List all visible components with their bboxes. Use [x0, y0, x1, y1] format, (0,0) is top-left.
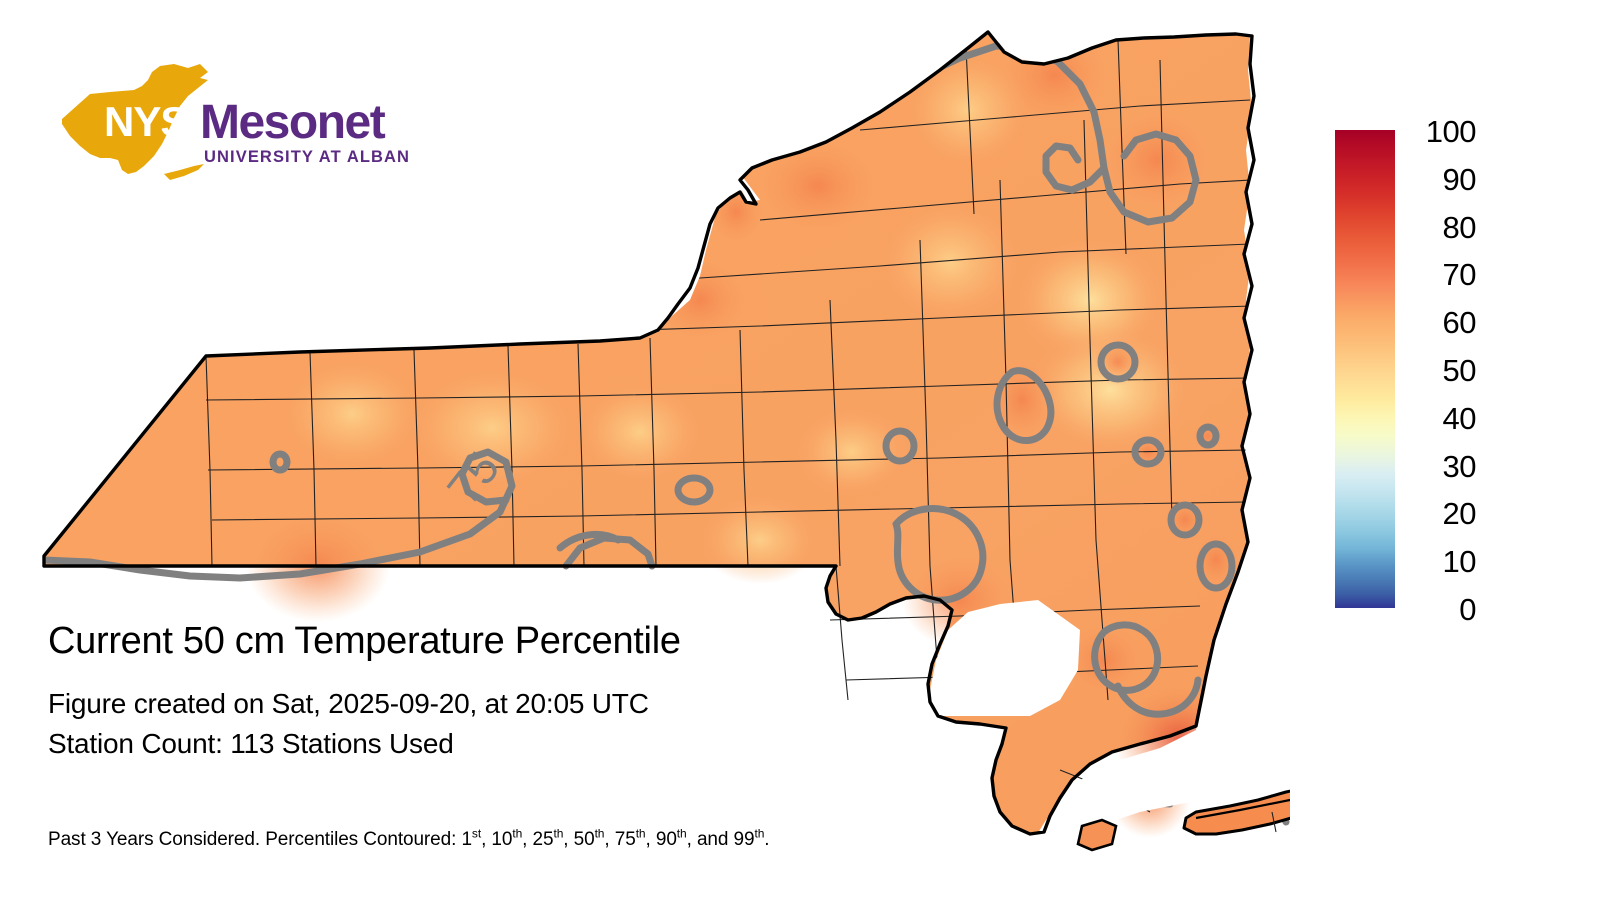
- field-blob-warm: [650, 256, 750, 344]
- long-island-county-line: [1271, 811, 1277, 833]
- logo-subtitle: UNIVERSITY AT ALBANY: [204, 148, 408, 166]
- colorbar-tick: 0: [1459, 592, 1476, 627]
- footnote-levels: 1st, 10th, 25th, 50th, 75th, 90th, and 9…: [461, 826, 765, 850]
- contour-ring: [674, 474, 714, 506]
- contour-ring: [1167, 501, 1203, 539]
- contour-75: [892, 505, 987, 604]
- map-panel: 75: [0, 0, 1290, 900]
- field-blob-warm: [754, 136, 882, 236]
- nys-mesonet-logo: NYS Mesonet UNIVERSITY AT ALBANY: [48, 62, 408, 187]
- contour-75: [556, 531, 622, 552]
- field-blob-pale: [280, 358, 424, 470]
- page-title: Current 50 cm Temperature Percentile: [48, 620, 681, 662]
- colorbar-panel: 100 90 80 70 60 50 40 30 20 10 0: [1300, 110, 1600, 630]
- colorbar-tick: 40: [1442, 400, 1477, 436]
- contour-ring: [269, 450, 291, 474]
- field-blob-hot: [1114, 682, 1246, 798]
- contour-ring: [1196, 423, 1220, 449]
- footnote-prefix: Past 3 Years Considered. Percentiles Con…: [48, 829, 462, 850]
- field-blob-pale: [1028, 326, 1192, 454]
- contour-75: [1091, 621, 1161, 694]
- field-blob-pale: [796, 408, 908, 496]
- colorbar-tick: 30: [1442, 448, 1477, 484]
- logo-mesonet-text: Mesonet: [200, 96, 386, 149]
- contour-ring: [1131, 436, 1165, 468]
- caption-block: Current 50 cm Temperature Percentile Fig…: [48, 618, 1048, 764]
- field-blob-warm: [1098, 105, 1218, 215]
- long-island-landmass: [1182, 789, 1290, 836]
- created-timestamp: Figure created on Sat, 2025-09-20, at 20…: [48, 688, 649, 719]
- colorbar-tick: 80: [1442, 209, 1477, 245]
- field-blob-pale: [578, 382, 702, 482]
- field-blob-pale: [906, 52, 1030, 168]
- station-count: Station Count: 113 Stations Used: [48, 728, 454, 759]
- colorbar-tick: 50: [1442, 353, 1477, 388]
- field-blob-pale: [700, 496, 820, 584]
- logo-nys-text: NYS: [104, 98, 187, 145]
- colorbar-tick: 100: [1425, 114, 1477, 149]
- field-blob-warm: [1110, 762, 1190, 838]
- footnote: Past 3 Years Considered. Percentiles Con…: [48, 826, 770, 852]
- field-blob-warm: [1060, 620, 1148, 700]
- staten-island: [1076, 818, 1118, 852]
- footnote-suffix: .: [764, 829, 770, 850]
- long-island: [1076, 789, 1290, 852]
- long-island-sound-line: [1195, 798, 1290, 820]
- colorbar-tick: 20: [1442, 496, 1477, 532]
- colorbar-tick: 10: [1442, 544, 1477, 580]
- colorbar-tick: 90: [1442, 161, 1477, 197]
- percentile-contours: [40, 42, 1290, 826]
- new-york-state-percentile-map[interactable]: 75: [0, 0, 1290, 900]
- contour-75: [40, 448, 516, 582]
- contour-ring: [993, 367, 1055, 444]
- colorbar-tick-labels: 100 90 80 70 60 50 40 30 20 10 0: [1400, 116, 1490, 625]
- contour-75: [1114, 676, 1202, 718]
- contour-ring: [1097, 341, 1139, 383]
- colorbar-gradient: [1335, 130, 1395, 608]
- field-blob-pale: [880, 202, 1020, 322]
- contour-90: [1042, 142, 1108, 194]
- logo-state-shape: [62, 64, 208, 180]
- contour-75: [1102, 796, 1174, 808]
- colorbar-tick: 70: [1442, 257, 1477, 293]
- contour-ring: [1196, 540, 1236, 592]
- contour-ring: [882, 427, 918, 465]
- colorbar-tick: 60: [1442, 305, 1477, 341]
